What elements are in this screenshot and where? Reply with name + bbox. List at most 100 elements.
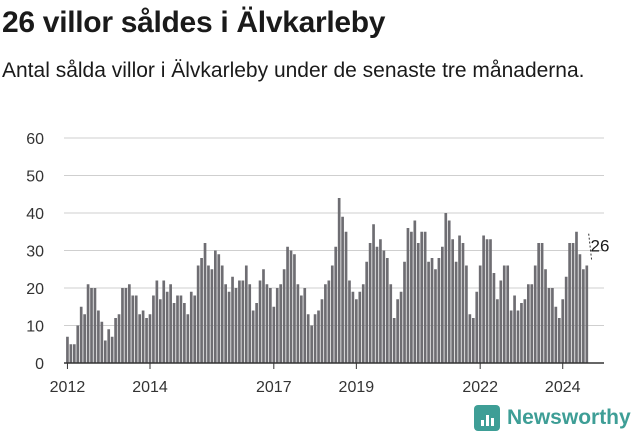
bar [451,239,455,363]
bar [172,303,176,363]
bar [134,295,138,363]
bar [272,306,276,363]
bar [561,299,565,363]
bar [296,284,300,363]
bar [303,288,307,363]
bar [420,231,424,363]
y-tick-label: 50 [26,169,44,186]
bar [489,239,492,363]
bar [275,288,279,363]
bar [361,284,365,363]
y-tick-label: 0 [35,356,44,373]
bar [430,258,434,363]
bar [310,325,313,363]
bar [313,314,317,363]
annotation-leader [588,232,593,260]
bar [530,284,534,363]
bar [193,295,197,363]
bar [564,276,568,363]
y-tick-label: 40 [26,206,44,223]
bar [413,220,417,363]
bar [368,243,372,363]
bar [568,243,571,363]
bar [454,261,458,363]
bar [389,284,393,363]
bar [516,310,520,363]
bar [344,231,348,363]
x-tick-label: 2024 [545,379,581,396]
bar [162,280,166,363]
bar [330,265,334,363]
bar [496,299,499,363]
bar [255,303,258,363]
bar [100,321,104,363]
bar [540,243,544,363]
bar [551,288,554,363]
bar [465,265,468,363]
bar [537,243,540,363]
bar [155,280,159,363]
bar [334,246,338,363]
bar [241,280,245,363]
bar [262,269,265,363]
bar [148,314,152,363]
bar [554,306,558,363]
bar [231,276,234,363]
bar [392,318,396,363]
bar [582,269,585,363]
bar [93,288,97,363]
bar [523,299,527,363]
bar [502,265,506,363]
bar [107,329,111,363]
newsworthy-logo: Newsworthy [474,405,631,431]
bar [183,303,186,363]
bar [238,280,241,363]
bar [547,288,551,363]
bar [103,340,107,363]
bar [152,295,155,363]
bar [141,310,145,363]
bar [447,220,451,363]
y-tick-label: 10 [26,319,44,336]
bar [575,231,578,363]
bar [200,258,203,363]
bar [251,310,255,363]
bar [513,295,516,363]
bar [499,280,503,363]
bar [320,299,324,363]
y-tick-label: 20 [26,281,44,298]
bar [189,291,193,363]
bar [282,269,286,363]
bar [76,325,80,363]
bar [327,280,331,363]
bar [337,198,341,363]
brand-name: Newsworthy [507,406,631,429]
x-tick-label: 2017 [256,379,292,396]
bar [207,265,210,363]
bar [117,314,121,363]
bar [372,224,375,363]
bar [478,265,482,363]
bar [248,284,252,363]
bar [544,269,547,363]
bar [224,284,227,363]
bar [461,243,465,363]
bar [416,243,420,363]
x-tick-label: 2012 [50,379,86,396]
bar [138,314,142,363]
x-tick-label: 2019 [339,379,375,396]
bars [66,198,589,363]
bar [471,318,475,363]
bar [437,258,441,363]
bar [293,254,296,363]
bar [385,258,389,363]
bar [399,291,403,363]
bar [217,254,221,363]
bar [444,213,448,363]
bar [265,284,269,363]
bar [341,216,344,363]
bar [406,228,410,363]
bar [69,344,73,363]
bar [533,265,537,363]
